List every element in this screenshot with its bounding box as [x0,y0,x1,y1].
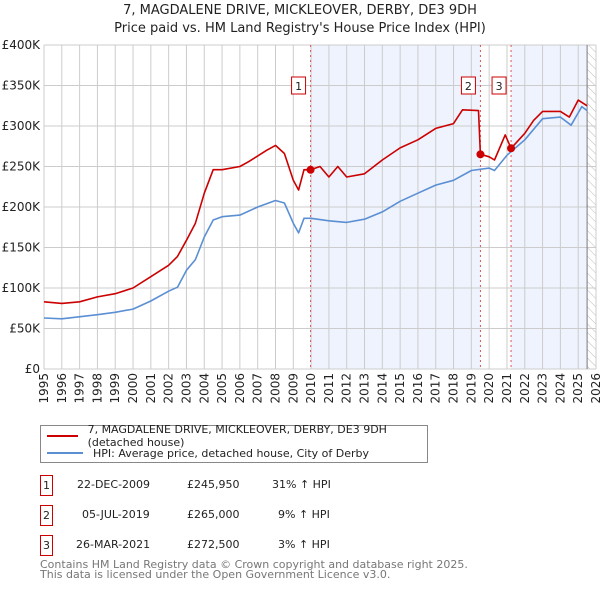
x-tick-label: 2012 [340,373,354,404]
y-tick-label: £0 [25,362,40,376]
footer-line: Contains HM Land Registry data © Crown c… [40,558,468,571]
sale-date: 26-MAR-2021 [76,538,151,551]
annotation-box [460,76,476,95]
x-tick-label: 2025 [571,373,585,404]
legend-item-hpi: HPI: Average price, detached house, City… [47,445,369,461]
footer-line: This data is licensed under the Open Gov… [40,568,391,581]
sale-price: £272,500 [187,538,240,551]
chart-subtitle: Price paid vs. HM Land Registry's House … [114,21,486,36]
legend: 7, MAGDALENE DRIVE, MICKLEOVER, DERBY, D… [40,423,428,463]
legend-item-property: 7, MAGDALENE DRIVE, MICKLEOVER, DERBY, D… [47,423,427,449]
y-tick-label: £150K [2,241,42,255]
annotation-label: 2 [465,80,472,93]
x-tick-label: 2017 [429,373,443,404]
sale-row: 1 22-DEC-2009 £245,950 31% ↑ HPI [40,475,440,496]
sale-annotation-box: 3 [491,76,507,95]
x-tick-label: 1997 [73,373,87,404]
sale-row: 3 26-MAR-2021 £272,500 3% ↑ HPI [40,535,440,556]
sale-point [306,165,315,174]
x-tick-label: 2014 [375,373,389,404]
x-tick-label: 2024 [553,373,567,404]
x-tick-label: 1999 [108,373,122,404]
sale-badge: 2 [40,505,53,526]
x-tick-label: 2022 [518,373,532,404]
legend-label: 7, MAGDALENE DRIVE, MICKLEOVER, DERBY, D… [87,423,387,449]
y-tick-label: £250K [2,160,42,174]
x-tick-label: 2011 [322,373,336,404]
sale-annotation-box: 1 [291,76,307,95]
x-tick-label: 2019 [464,373,478,404]
x-tick-label: 2021 [500,373,514,404]
sale-date: 22-DEC-2009 [77,478,151,491]
x-tick-label: 2020 [482,373,496,404]
x-tick-label: 2000 [126,373,140,404]
sale-hpi: 3% ↑ HPI [278,538,330,551]
x-tick-label: 2015 [393,373,407,404]
y-tick-label: £200K [2,200,42,214]
x-tick-label: 2018 [447,373,461,404]
x-tick-label: 2005 [215,373,229,404]
x-tick-label: 2009 [286,373,300,404]
plot-area: 1995 1996 1997 1998 1999 2000 2001 2002 2003 2004… [2,38,600,404]
property-series-line [43,99,588,305]
x-tick-label: 1998 [90,373,104,404]
sale-point [476,150,485,159]
annotation-label: 1 [295,80,302,93]
x-tick-label: 2003 [179,373,193,404]
x-tick-label: 2023 [536,373,550,404]
x-tick-label: 2001 [144,373,158,404]
legend-swatch-red [47,435,78,437]
sale-badge: 1 [40,475,53,496]
footer: Contains HM Land Registry data © Crown c… [40,558,468,581]
x-tick-label: 2013 [358,373,372,404]
y-tick-label: £100K [2,281,42,295]
sale-price: £265,000 [187,508,240,521]
x-tick-label: 2010 [304,373,318,404]
y-tick-label: £50K [9,322,41,336]
hpi-series-line [43,105,588,320]
annotation-box [491,76,507,95]
y-tick-label: £350K [2,79,42,93]
x-tick-label: 2002 [162,373,176,404]
x-tick-label: 1996 [55,373,69,404]
x-tick-label: 2016 [411,373,425,404]
legend-swatch-blue [47,452,83,454]
x-tick-label: 2026 [589,373,600,404]
sale-hpi: 9% ↑ HPI [278,508,330,521]
x-tick-label: 2008 [268,373,282,404]
sale-annotation-box: 2 [460,76,476,95]
x-tick-label: 2006 [233,373,247,404]
sale-hpi: 31% ↑ HPI [272,478,331,491]
x-tick-label: 1995 [37,373,51,404]
y-tick-label: £400K [2,38,42,52]
sale-price: £245,950 [187,478,240,491]
y-tick-label: £300K [2,119,42,133]
sale-point [507,144,516,153]
sale-date: 05-JUL-2019 [82,508,150,521]
legend-label: HPI: Average price, detached house, City… [93,446,370,460]
x-tick-label: 2004 [197,373,211,404]
annotation-box [291,76,307,95]
chart-title: 7, MAGDALENE DRIVE, MICKLEOVER, DERBY, D… [123,3,477,18]
sale-badge: 3 [40,535,53,556]
annotation-label: 3 [496,80,503,93]
sale-row: 2 05-JUL-2019 £265,000 9% ↑ HPI [40,505,440,526]
x-tick-label: 2007 [251,373,265,404]
